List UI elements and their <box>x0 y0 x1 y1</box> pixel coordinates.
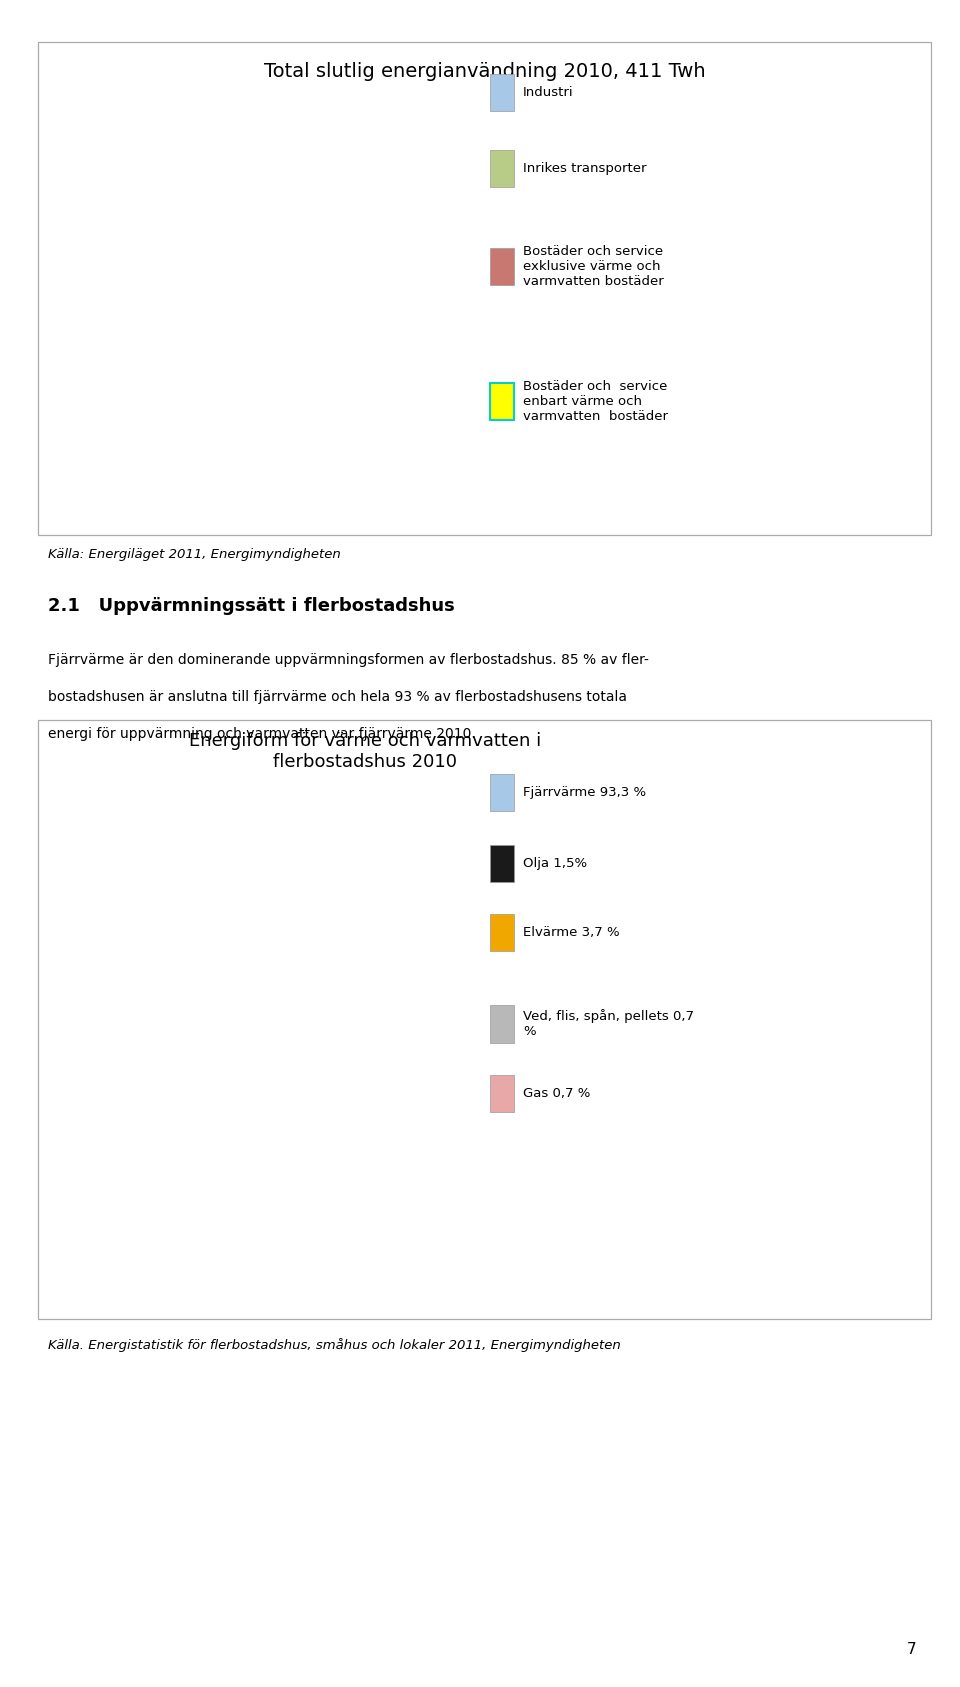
Text: 37%: 37% <box>287 305 321 321</box>
Text: Inrikes transporter: Inrikes transporter <box>523 162 647 175</box>
Text: Fjärrvärme är den dominerande uppvärmningsformen av flerbostadshus. 85 % av fler: Fjärrvärme är den dominerande uppvärmnin… <box>48 653 649 666</box>
Wedge shape <box>113 130 250 300</box>
Wedge shape <box>178 913 240 1059</box>
Text: 2.1   Uppvärmningssätt i flerbostadshus: 2.1 Uppvärmningssätt i flerbostadshus <box>48 597 455 616</box>
Text: Källa: Energiläget 2011, Energimyndigheten: Källa: Energiläget 2011, Energimyndighet… <box>48 548 341 562</box>
Wedge shape <box>227 906 240 1059</box>
Text: Källa. Energistatistik för flerbostadshus, småhus och lokaler 2011, Energimyndig: Källa. Energistatistik för flerbostadshu… <box>48 1338 621 1351</box>
Text: Ved, flis, spån, pellets 0,7
%: Ved, flis, spån, pellets 0,7 % <box>523 1009 694 1039</box>
Text: Total slutlig energianvändning 2010, 411 Twh: Total slutlig energianvändning 2010, 411… <box>264 62 706 81</box>
Wedge shape <box>192 906 240 1059</box>
Text: 23%: 23% <box>241 413 276 428</box>
Text: energi för uppvärmning och varmvatten var fjärrvärme 2010.: energi för uppvärmning och varmvatten va… <box>48 727 476 741</box>
Text: Bostäder och service
exklusive värme och
varmvatten bostäder: Bostäder och service exklusive värme och… <box>523 245 664 288</box>
Text: Bostäder och  service
enbart värme och
varmvatten  bostäder: Bostäder och service enbart värme och va… <box>523 380 668 423</box>
Text: bostadshusen är anslutna till fjärrvärme och hela 93 % av flerbostadshusens tota: bostadshusen är anslutna till fjärrvärme… <box>48 690 627 703</box>
Wedge shape <box>250 130 419 415</box>
Text: 25%: 25% <box>134 283 169 299</box>
Text: Olja 1,5%: Olja 1,5% <box>523 857 588 870</box>
Text: Industri: Industri <box>523 86 574 100</box>
Text: Energiform för värme och varmvatten i
flerbostadshus 2010: Energiform för värme och varmvatten i fl… <box>189 732 540 771</box>
Text: 15%: 15% <box>196 177 229 192</box>
Text: Elvärme 3,7 %: Elvärme 3,7 % <box>523 926 620 940</box>
Text: 7: 7 <box>907 1641 917 1657</box>
Wedge shape <box>151 300 372 469</box>
Wedge shape <box>86 904 394 1213</box>
Wedge shape <box>233 904 240 1059</box>
Wedge shape <box>81 201 250 437</box>
Text: Gas 0,7 %: Gas 0,7 % <box>523 1086 590 1100</box>
Text: Fjärrvärme 93,3 %: Fjärrvärme 93,3 % <box>523 786 646 800</box>
